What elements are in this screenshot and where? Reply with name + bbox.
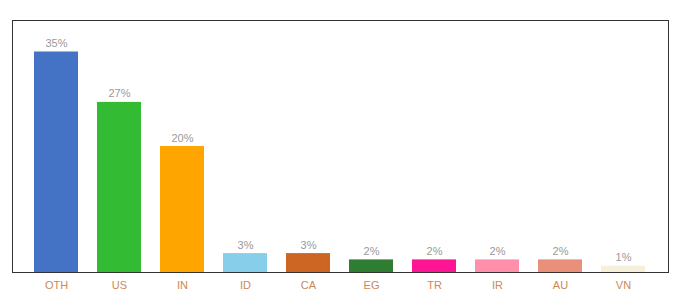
svg-text:IR: IR <box>492 279 503 291</box>
svg-text:AU: AU <box>553 279 568 291</box>
svg-text:2%: 2% <box>364 245 380 257</box>
svg-text:CA: CA <box>301 279 317 291</box>
svg-text:IN: IN <box>177 279 188 291</box>
svg-text:2%: 2% <box>427 245 443 257</box>
svg-text:US: US <box>112 279 127 291</box>
svg-text:20%: 20% <box>171 132 193 144</box>
svg-text:35%: 35% <box>45 37 67 49</box>
svg-text:VN: VN <box>616 279 631 291</box>
svg-text:OTH: OTH <box>45 279 68 291</box>
svg-text:1%: 1% <box>616 251 632 263</box>
svg-text:2%: 2% <box>490 245 506 257</box>
svg-text:3%: 3% <box>301 239 317 251</box>
svg-text:TR: TR <box>427 279 442 291</box>
svg-text:2%: 2% <box>553 245 569 257</box>
svg-text:ID: ID <box>240 279 251 291</box>
svg-text:3%: 3% <box>238 239 254 251</box>
svg-text:EG: EG <box>364 279 380 291</box>
svg-text:27%: 27% <box>108 87 130 99</box>
